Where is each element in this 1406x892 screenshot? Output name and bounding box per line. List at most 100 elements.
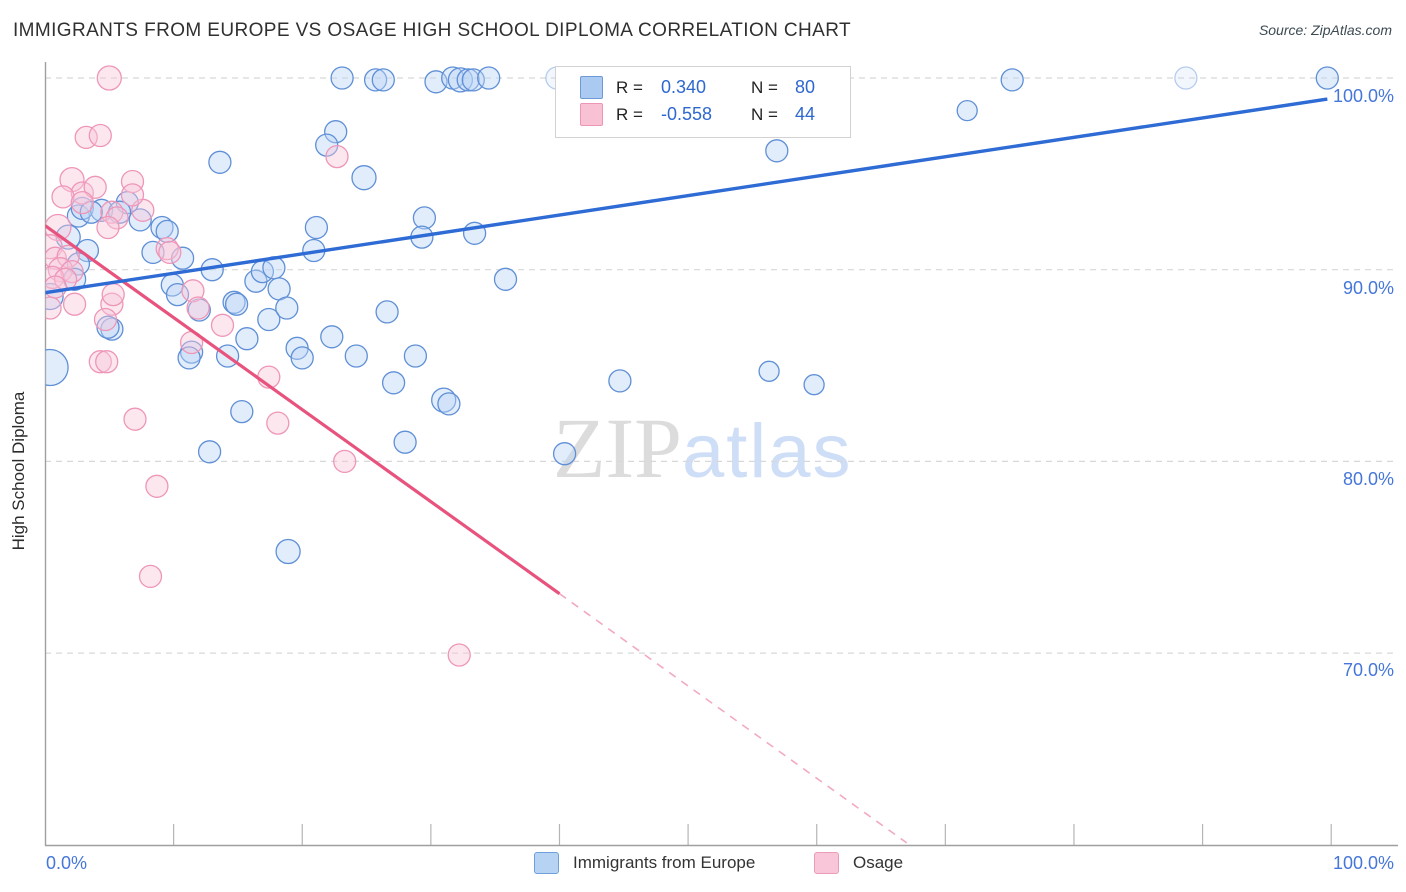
n-value-pink: 44 <box>795 104 816 124</box>
data-point-osage <box>45 296 62 320</box>
data-point-osage <box>123 407 147 431</box>
data-point-osage <box>138 564 163 589</box>
n-label: N = <box>751 104 778 124</box>
n-value-blue: 80 <box>795 77 816 97</box>
data-point-europe <box>803 374 825 396</box>
data-point-osage <box>145 474 169 498</box>
data-point-europe <box>230 399 254 424</box>
data-point-osage <box>83 175 107 199</box>
pink-swatch-icon <box>580 103 603 126</box>
bottom-legend-europe: Immigrants from Europe <box>534 852 755 874</box>
data-point-osage <box>93 307 118 332</box>
series-label-europe: Immigrants from Europe <box>573 853 756 872</box>
data-point-europe <box>765 139 789 163</box>
europe-trendline <box>45 97 1328 295</box>
blue-swatch-icon <box>580 76 603 99</box>
chart-title: IMMIGRANTS FROM EUROPE VS OSAGE HIGH SCH… <box>13 20 852 41</box>
data-point-osage <box>88 123 112 148</box>
data-point-europe <box>290 346 314 370</box>
data-point-europe <box>165 282 190 307</box>
data-point-osage <box>96 65 122 91</box>
data-point-europe <box>275 538 301 565</box>
data-point-europe <box>128 208 152 232</box>
data-point-europe <box>375 300 399 324</box>
data-point-europe <box>179 340 204 364</box>
legend-row-europe: R = 0.340 N = 80 <box>580 74 850 101</box>
series-label-osage: Osage <box>853 853 904 872</box>
data-point-europe <box>608 369 632 393</box>
data-point-osage <box>51 185 75 209</box>
zipatlas-watermark: ZIPatlas <box>553 405 853 491</box>
data-point-osage <box>325 144 349 169</box>
data-point-europe <box>79 200 103 224</box>
data-point-osage <box>96 215 120 240</box>
data-point-europe <box>1174 66 1198 90</box>
data-point-europe <box>208 150 232 174</box>
data-point-osage <box>62 292 87 316</box>
r-value-blue: 0.340 <box>661 77 707 97</box>
data-point-osage <box>105 206 129 230</box>
legend-box: R = 0.340 N = 80 R = -0.558 N = 44 <box>555 66 851 138</box>
x-tick-label-end: 100.0% <box>1332 853 1394 873</box>
data-point-europe <box>371 68 395 92</box>
y-tick-label-90: 90.0% <box>1342 278 1394 298</box>
data-point-europe <box>257 307 281 332</box>
data-point-europe <box>155 219 179 244</box>
legend-row-osage: R = -0.558 N = 44 <box>580 101 850 128</box>
data-point-europe <box>304 215 329 240</box>
data-point-europe <box>351 165 377 191</box>
data-point-osage <box>120 169 145 194</box>
data-point-europe <box>75 238 100 263</box>
r-value-pink: -0.558 <box>661 104 713 124</box>
data-point-europe <box>956 99 978 122</box>
data-point-osage <box>158 240 182 265</box>
data-point-europe <box>447 67 474 93</box>
data-point-europe <box>141 240 165 265</box>
y-tick-label-100: 100.0% <box>1332 86 1394 106</box>
data-point-europe <box>493 267 518 291</box>
data-point-osage <box>88 350 112 374</box>
data-point-osage <box>210 313 235 337</box>
data-point-europe <box>344 344 368 368</box>
data-point-europe <box>224 292 249 316</box>
data-point-osage <box>56 244 80 268</box>
data-point-europe <box>393 430 417 454</box>
data-point-europe <box>45 348 69 387</box>
data-point-osage <box>60 259 84 284</box>
data-point-europe <box>456 68 480 92</box>
data-point-osage <box>70 190 94 215</box>
data-point-europe <box>1000 68 1024 92</box>
data-point-osage <box>266 411 290 435</box>
data-point-osage <box>186 296 210 320</box>
watermark-atlas: atlas <box>682 409 853 494</box>
data-point-osage <box>120 183 145 207</box>
data-point-europe <box>363 68 388 92</box>
blue-series-swatch-icon <box>534 852 559 874</box>
data-point-osage <box>45 213 72 242</box>
data-point-europe <box>235 327 259 351</box>
r-label: R = <box>616 77 643 97</box>
data-point-europe <box>552 442 577 466</box>
osage-trendline-dashed <box>559 593 908 844</box>
data-point-osage <box>101 282 125 307</box>
data-point-osage <box>45 275 67 299</box>
y-axis-title: High School Diploma <box>9 391 28 551</box>
pink-series-swatch-icon <box>814 852 839 874</box>
data-point-osage <box>155 236 179 261</box>
x-tick-label-start: 0.0% <box>46 853 88 873</box>
y-tick-label-70: 70.0% <box>1342 660 1394 680</box>
bottom-legend-osage: Osage <box>814 852 903 874</box>
data-point-europe <box>758 360 780 382</box>
data-point-europe <box>477 66 501 90</box>
data-point-europe <box>412 206 437 230</box>
data-point-europe <box>330 66 354 90</box>
r-label: R = <box>616 104 643 124</box>
data-point-europe <box>197 440 222 464</box>
data-point-europe <box>1315 66 1339 90</box>
data-point-osage <box>447 643 471 667</box>
source-credit[interactable]: Source: ZipAtlas.com <box>1258 22 1392 38</box>
y-tick-label-80: 80.0% <box>1342 469 1394 489</box>
data-point-europe <box>320 325 344 349</box>
